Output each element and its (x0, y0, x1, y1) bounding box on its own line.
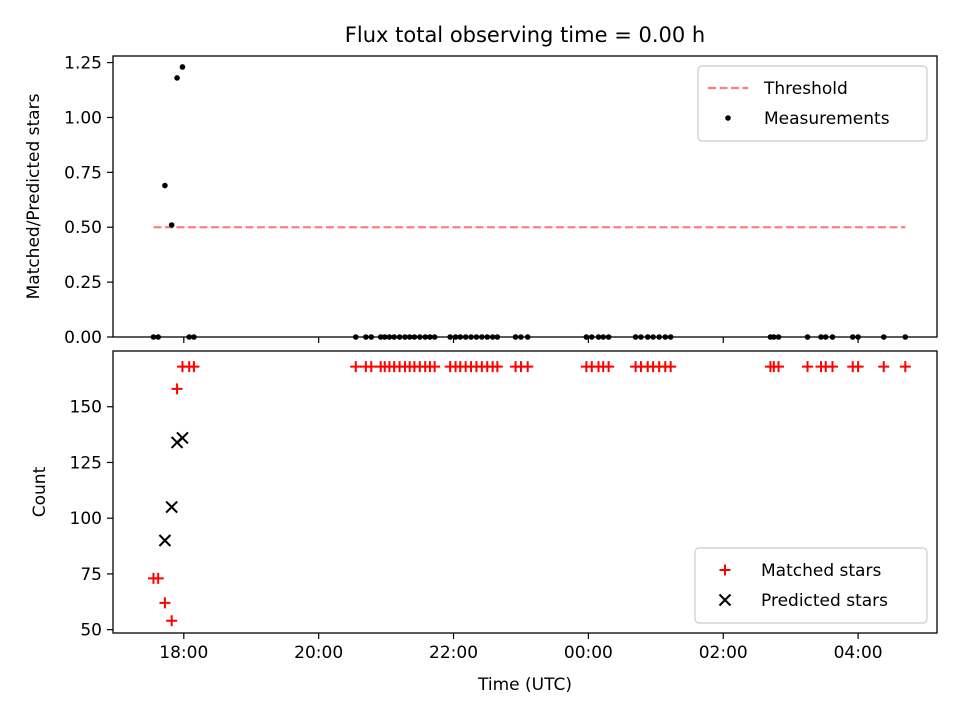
legend: Threshold Measurements (697, 65, 928, 142)
x-tick-label: 00:00 (564, 643, 613, 663)
y-tick-label: 1.00 (64, 108, 102, 128)
data-point (773, 361, 785, 373)
y-tick-label: 0.75 (64, 163, 102, 183)
data-point (665, 361, 677, 373)
y-tick-label: 100 (70, 509, 102, 529)
y-tick-label: 1.25 (64, 54, 102, 74)
data-point (179, 64, 186, 70)
data-point (168, 222, 175, 228)
y-tick-label: 50 (80, 621, 102, 641)
x-axis-label: Time (UTC) (477, 675, 572, 695)
x-tick-label: 04:00 (834, 643, 883, 663)
legend-swatch (719, 564, 731, 576)
legend-box (694, 547, 928, 624)
data-point (152, 572, 164, 584)
data-point (188, 361, 200, 373)
y-axis-label: Count (30, 466, 50, 517)
y-tick-label: 75 (80, 565, 102, 585)
data-point (603, 361, 615, 373)
data-point (159, 597, 171, 609)
y-tick-label: 0.00 (64, 328, 102, 348)
x-tick-label: 22:00 (429, 643, 478, 663)
data-point (429, 361, 441, 373)
data-point (802, 361, 814, 373)
data-point (826, 361, 838, 373)
data-point (174, 75, 180, 81)
y-axis-label: Matched/Predicted stars (24, 93, 44, 299)
x-tick-label: 18:00 (159, 643, 208, 663)
data-point (365, 361, 377, 373)
data-point (878, 361, 890, 373)
bottom-panel: 50 75 100 125 150 18:00 20:00 22:00 00:00 02:00 04… (30, 350, 938, 695)
data-point (491, 361, 503, 373)
data-point (852, 361, 864, 373)
y-tick-label: 150 (70, 398, 102, 418)
top-panel: 0.00 0.25 0.50 0.75 1.00 1.25 Matched/Predicte… (24, 54, 938, 348)
y-tick-label: 125 (70, 453, 102, 473)
data-point (165, 500, 178, 514)
figure-title: Flux total observing time = 0.00 h (345, 23, 705, 47)
data-point (522, 361, 534, 373)
legend-box (697, 65, 928, 142)
legend-label: Threshold (763, 79, 848, 99)
legend-label: Measurements (764, 109, 890, 129)
data-point (158, 534, 172, 547)
series-matched-stars (147, 361, 911, 627)
y-tick-label: 0.50 (64, 218, 102, 238)
x-tick-label: 20:00 (294, 643, 343, 663)
legend: Matched stars Predicted stars (694, 547, 928, 624)
data-point (176, 431, 189, 445)
data-point (350, 361, 362, 373)
y-tick-label: 0.25 (64, 273, 102, 293)
legend-swatch (725, 115, 731, 121)
axes-frame (112, 350, 938, 634)
legend-label: Predicted stars (761, 591, 888, 611)
series-predicted-stars (158, 431, 189, 547)
data-point (171, 383, 183, 395)
data-point (162, 182, 168, 189)
axes-frame (112, 55, 938, 338)
legend-label: Matched stars (761, 561, 881, 581)
data-point (166, 615, 178, 627)
legend-swatch (718, 593, 732, 607)
data-point (899, 361, 911, 373)
x-tick-label: 02:00 (699, 643, 748, 663)
